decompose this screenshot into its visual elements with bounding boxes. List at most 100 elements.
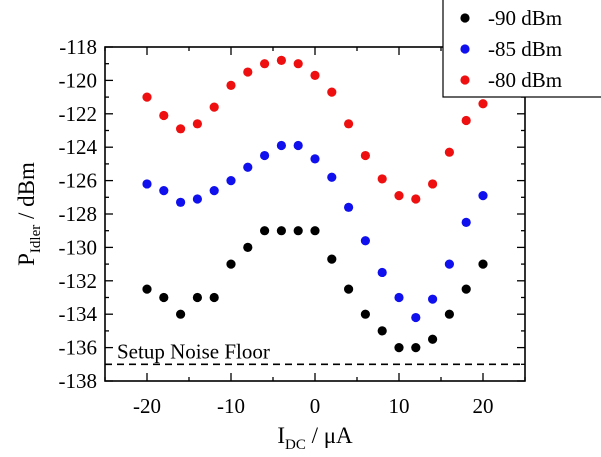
data-point xyxy=(478,259,488,269)
data-point xyxy=(360,150,370,161)
data-point xyxy=(411,312,421,323)
x-tick-label: 0 xyxy=(310,394,321,418)
data-point xyxy=(276,55,286,65)
data-point xyxy=(226,259,236,269)
legend: -90 dBm -85 dBm -80 dBm xyxy=(442,0,601,98)
data-point xyxy=(327,254,337,264)
x-tick-label: 20 xyxy=(473,394,494,418)
x-axis-title: IDC / μA xyxy=(277,423,353,453)
data-point xyxy=(360,236,370,246)
data-point xyxy=(209,186,219,196)
data-point xyxy=(444,309,454,319)
y-tick-label: -122 xyxy=(59,102,98,126)
x-tick-label: -10 xyxy=(217,394,245,418)
data-point xyxy=(192,292,202,303)
data-point xyxy=(310,70,320,80)
x-axis-title-sub: DC xyxy=(285,437,306,453)
x-tick-label: -20 xyxy=(133,394,161,418)
y-axis-title-sub: Idler xyxy=(28,225,44,253)
data-point xyxy=(243,242,253,252)
y-axis-title: PIdler / dBm xyxy=(14,162,44,266)
data-point xyxy=(243,67,253,77)
data-point xyxy=(344,202,354,212)
y-tick-label: -128 xyxy=(59,202,98,226)
data-points xyxy=(142,55,488,353)
data-point xyxy=(260,59,270,69)
data-point xyxy=(377,267,387,278)
data-point xyxy=(176,197,186,207)
y-tick-label: -118 xyxy=(59,35,97,59)
data-point xyxy=(377,174,387,184)
series-2 xyxy=(142,55,488,204)
data-point xyxy=(461,217,471,227)
data-point xyxy=(276,140,286,151)
y-tick-labels: -138 -136 -134 -132 -130 -128 -126 -124 -122 -120… xyxy=(59,35,98,393)
data-point xyxy=(377,326,387,336)
legend-marker xyxy=(460,44,470,54)
data-point xyxy=(159,186,169,196)
x-axis-title-rest: / μA xyxy=(306,423,353,448)
legend-marker xyxy=(460,13,470,23)
legend-items: -90 dBm -85 dBm -80 dBm xyxy=(460,6,562,92)
data-point xyxy=(344,119,354,129)
legend-label: -80 dBm xyxy=(488,68,562,92)
series-1 xyxy=(142,140,488,323)
y-tick-label: -136 xyxy=(59,336,98,360)
y-tick-label: -124 xyxy=(59,135,98,159)
data-point xyxy=(461,284,471,294)
data-point xyxy=(461,115,471,126)
data-point xyxy=(293,140,303,151)
data-point xyxy=(293,59,303,69)
data-point xyxy=(293,226,303,236)
y-tick-label: -120 xyxy=(59,68,98,92)
data-point xyxy=(226,176,236,186)
y-tick-label: -134 xyxy=(59,302,98,326)
data-point xyxy=(394,343,404,353)
legend-label: -90 dBm xyxy=(488,6,562,30)
data-point xyxy=(226,80,236,91)
data-point xyxy=(159,110,169,121)
data-point xyxy=(276,226,286,236)
data-point xyxy=(428,334,438,344)
data-point xyxy=(209,102,219,112)
data-point xyxy=(192,119,202,129)
data-point xyxy=(428,294,438,304)
data-point xyxy=(260,226,270,236)
y-tick-label: -126 xyxy=(59,169,98,193)
x-tick-label: 10 xyxy=(389,394,410,418)
data-point xyxy=(142,284,152,294)
data-point xyxy=(428,179,438,189)
legend-marker xyxy=(460,75,470,85)
x-tick-labels: -20 -10 0 10 20 xyxy=(133,394,494,418)
data-point xyxy=(478,99,488,109)
data-point xyxy=(394,191,404,201)
data-point xyxy=(360,309,370,319)
data-point xyxy=(142,179,152,189)
data-point xyxy=(310,154,320,164)
noise-floor-label: Setup Noise Floor xyxy=(117,339,270,363)
data-point xyxy=(260,150,270,161)
x-axis-title-main: I xyxy=(277,423,285,448)
plot-area: Setup Noise Floor xyxy=(104,46,526,382)
data-point xyxy=(310,226,320,236)
data-point xyxy=(176,309,186,319)
series-0 xyxy=(142,226,488,353)
data-point xyxy=(209,292,219,303)
data-point xyxy=(327,87,337,97)
y-axis-title-main: P xyxy=(14,253,39,266)
data-point xyxy=(411,343,421,353)
data-point xyxy=(159,292,169,303)
data-point xyxy=(444,259,454,269)
data-point xyxy=(192,194,202,204)
data-point xyxy=(176,124,186,134)
data-point xyxy=(444,147,454,157)
data-point xyxy=(243,162,253,172)
data-point xyxy=(478,191,488,201)
data-point xyxy=(142,92,152,102)
y-tick-label: -130 xyxy=(59,235,98,259)
data-point xyxy=(327,172,337,182)
y-tick-label: -132 xyxy=(59,269,98,293)
y-axis-title-rest: / dBm xyxy=(14,162,39,225)
legend-label: -85 dBm xyxy=(488,37,562,61)
